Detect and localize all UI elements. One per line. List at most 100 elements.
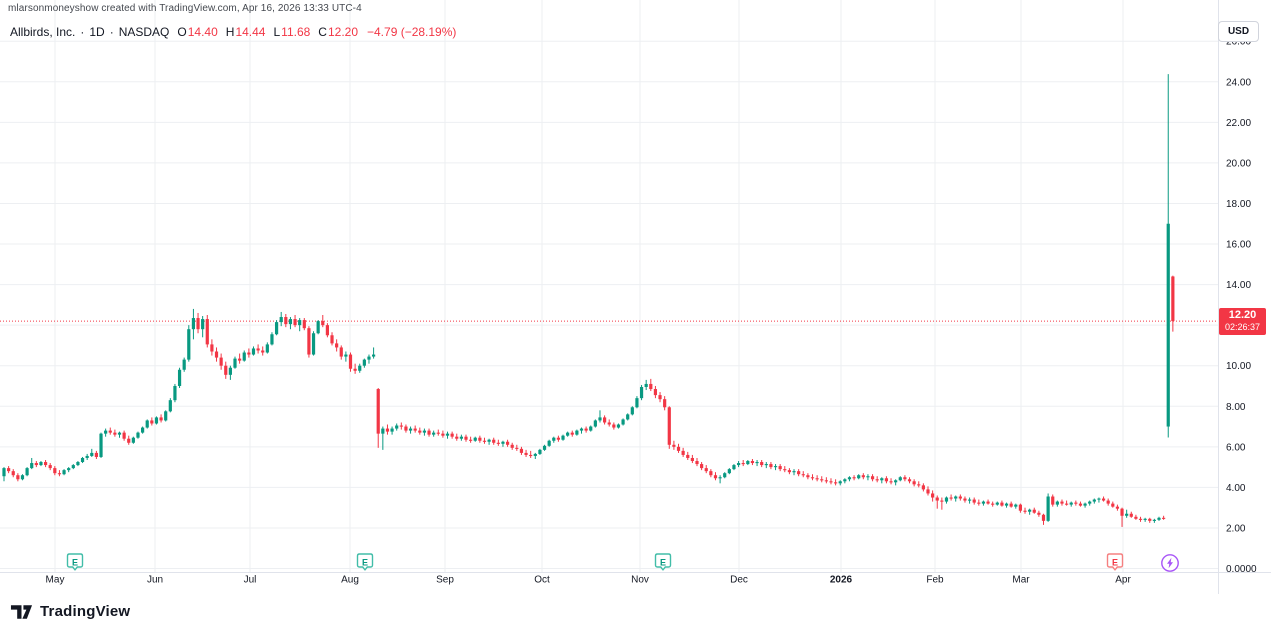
candle-body xyxy=(436,432,440,434)
candle-body xyxy=(487,439,491,442)
current-price-badge[interactable]: 12.20 02:26:37 xyxy=(1219,308,1266,335)
candlestick-series xyxy=(2,74,1175,527)
candle-body xyxy=(1101,498,1106,501)
candle-body xyxy=(150,420,154,424)
time-axis-label: Aug xyxy=(341,575,359,586)
candle-body xyxy=(884,478,889,482)
candle-body xyxy=(53,468,57,474)
power-up-marker[interactable] xyxy=(1161,554,1179,572)
candle-body xyxy=(653,389,658,396)
candle-body xyxy=(469,439,473,441)
candle-body xyxy=(667,407,671,445)
price-axis[interactable]: 0.00002.004.006.008.0010.0012.0014.0016.… xyxy=(1226,37,1257,575)
candle-body xyxy=(404,426,408,431)
candle-body xyxy=(1111,503,1115,507)
earnings-marker[interactable]: E xyxy=(1106,553,1124,571)
candle-body xyxy=(233,358,237,368)
candle-body xyxy=(852,477,856,479)
candle-body xyxy=(598,417,602,421)
tradingview-logo[interactable]: TradingView xyxy=(10,603,130,620)
candle-body xyxy=(898,477,902,481)
currency-toggle-button[interactable]: USD xyxy=(1218,21,1259,42)
symbol-legend[interactable]: Allbirds, Inc. · 1D · NASDAQ O 14.40 H 1… xyxy=(10,25,456,39)
candle-body xyxy=(954,496,958,499)
candle-body xyxy=(769,464,773,468)
candle-body xyxy=(870,476,875,480)
candle-body xyxy=(325,325,329,336)
candle-body xyxy=(986,501,990,504)
candle-body xyxy=(1004,503,1009,506)
candle-body xyxy=(122,432,126,439)
time-axis-label: Mar xyxy=(1012,575,1030,586)
candle-body xyxy=(1157,517,1161,520)
candle-body xyxy=(958,496,962,499)
candle-body xyxy=(621,419,625,425)
candle-body xyxy=(492,439,496,443)
candle-body xyxy=(529,454,533,457)
candle-body xyxy=(30,463,34,469)
price-axis-label: 16.00 xyxy=(1226,240,1251,251)
candle-body xyxy=(274,322,279,335)
candle-body xyxy=(630,407,634,415)
candle-body xyxy=(917,484,921,486)
candle-body xyxy=(224,365,228,375)
candle-body xyxy=(875,479,879,481)
candle-body xyxy=(935,497,939,501)
earnings-letter: E xyxy=(660,558,666,568)
candle-body xyxy=(991,503,995,505)
candle-body xyxy=(408,428,413,431)
candle-body xyxy=(159,417,163,421)
price-axis-label: 14.00 xyxy=(1226,280,1251,291)
candle-body xyxy=(238,358,242,361)
price-axis-label: 20.00 xyxy=(1226,158,1251,169)
price-axis-label: 2.00 xyxy=(1226,523,1246,534)
candle-body xyxy=(1134,516,1138,519)
candle-body xyxy=(94,452,98,457)
candle-body xyxy=(658,395,662,400)
earnings-marker[interactable]: E xyxy=(356,553,374,571)
candle-body xyxy=(362,359,366,366)
symbol-title: Allbirds, Inc. xyxy=(10,25,76,39)
candle-body xyxy=(1171,276,1175,322)
candle-body xyxy=(1074,502,1078,504)
candle-body xyxy=(251,348,256,355)
candle-body xyxy=(921,485,925,490)
candle-body xyxy=(316,321,320,334)
candle-body xyxy=(90,452,94,456)
candle-body xyxy=(80,457,85,463)
time-axis[interactable]: May Jun Jul Aug Sep Oct Nov Dec 2026 Feb Mar Apr xyxy=(46,575,1132,586)
time-axis-label: Jun xyxy=(147,575,163,586)
candle-body xyxy=(127,438,131,443)
candle-body xyxy=(801,474,805,476)
candle-body xyxy=(797,471,801,475)
candle-body xyxy=(335,343,339,348)
earnings-marker[interactable]: E xyxy=(66,553,84,571)
candle-body xyxy=(1009,503,1013,507)
candle-body xyxy=(773,466,778,468)
candle-body xyxy=(575,430,579,435)
candle-body xyxy=(136,432,140,438)
candle-body xyxy=(1152,519,1156,521)
candle-body xyxy=(187,329,191,360)
open-value: 14.40 xyxy=(187,25,218,39)
candle-body xyxy=(441,433,445,436)
candle-body xyxy=(533,453,537,456)
price-axis-label: 18.00 xyxy=(1226,199,1251,210)
high-label: H xyxy=(225,25,235,39)
candle-body xyxy=(445,433,450,436)
candle-body xyxy=(505,441,510,445)
earnings-marker[interactable]: E xyxy=(654,553,672,571)
candle-body xyxy=(1106,500,1110,504)
legend-separator: · xyxy=(80,25,85,39)
candle-body xyxy=(635,398,639,408)
time-axis-label: Sep xyxy=(436,575,454,586)
earnings-shield-icon xyxy=(654,553,672,571)
candle-body xyxy=(76,462,80,466)
candle-body xyxy=(995,502,999,505)
candle-body xyxy=(390,428,394,432)
candle-body xyxy=(145,420,149,428)
candle-body xyxy=(963,498,967,501)
candle-body xyxy=(829,481,833,483)
